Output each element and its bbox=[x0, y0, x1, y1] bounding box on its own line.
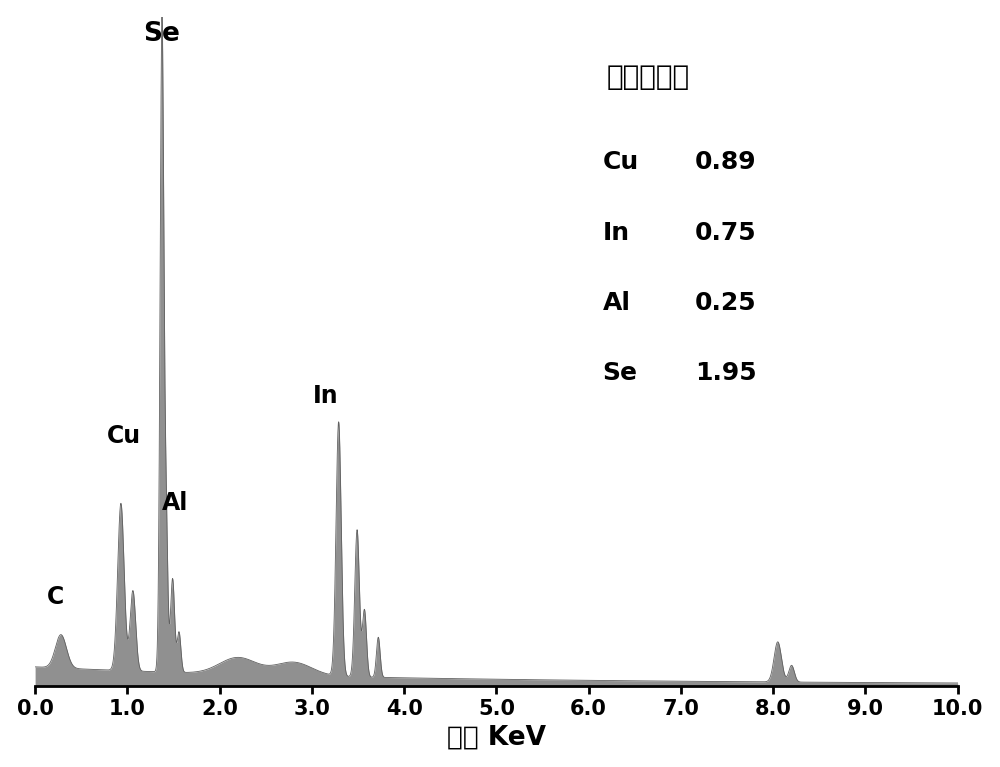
Text: Se: Se bbox=[602, 361, 637, 385]
Text: Al: Al bbox=[602, 291, 630, 315]
Text: In: In bbox=[313, 384, 339, 408]
X-axis label: 能量 KeV: 能量 KeV bbox=[447, 724, 546, 750]
Text: Cu: Cu bbox=[602, 150, 639, 174]
Text: 0.25: 0.25 bbox=[695, 291, 756, 315]
Text: 元素原子比: 元素原子比 bbox=[607, 64, 690, 91]
Text: 0.89: 0.89 bbox=[695, 150, 756, 174]
Text: C: C bbox=[47, 584, 64, 609]
Text: Se: Se bbox=[143, 21, 180, 47]
Text: In: In bbox=[602, 221, 630, 245]
Text: Cu: Cu bbox=[107, 424, 141, 448]
Text: Al: Al bbox=[162, 491, 189, 515]
Text: 0.75: 0.75 bbox=[695, 221, 756, 245]
Text: 1.95: 1.95 bbox=[695, 361, 756, 385]
